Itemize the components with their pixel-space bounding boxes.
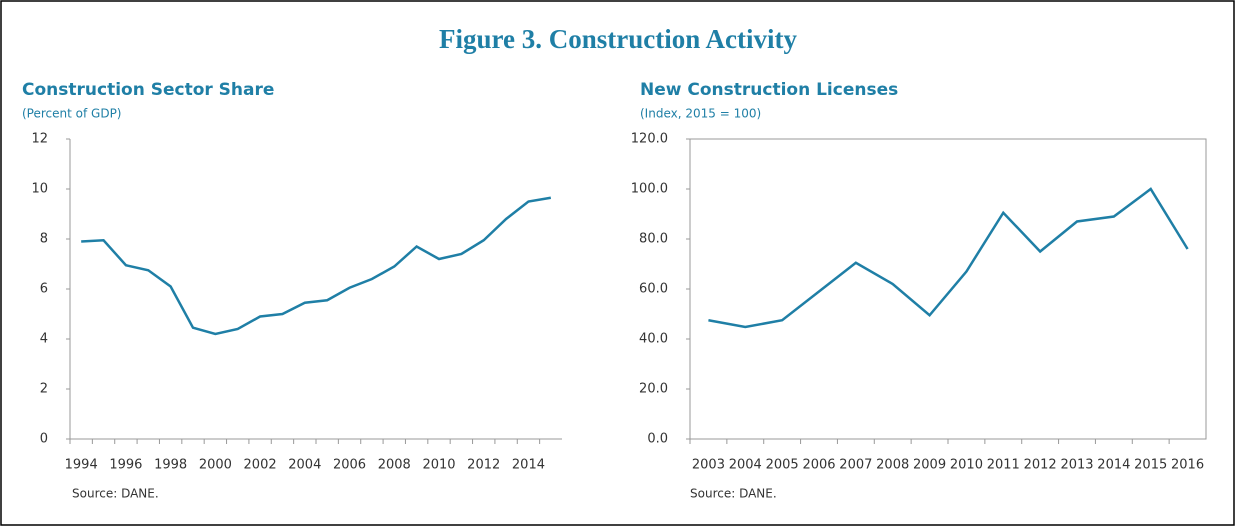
x-tick-label: 1998 — [154, 458, 187, 473]
y-tick-label: 8 — [40, 232, 48, 247]
chart-title: New Construction Licenses — [640, 80, 898, 100]
x-tick-label: 2009 — [913, 458, 946, 473]
y-tick-label: 120.0 — [631, 132, 668, 147]
y-tick-label: 100.0 — [631, 182, 668, 197]
x-tick-label: 1996 — [109, 458, 142, 473]
y-tick-label: 0 — [40, 432, 48, 447]
x-tick-label: 2004 — [288, 458, 321, 473]
x-tick-label: 2006 — [333, 458, 366, 473]
y-tick-label: 2 — [40, 382, 48, 397]
x-tick-label: 2012 — [1024, 458, 1057, 473]
x-tick-label: 2000 — [199, 458, 232, 473]
chart-subtitle: (Percent of GDP) — [22, 107, 122, 121]
x-tick-label: 2016 — [1171, 458, 1204, 473]
x-tick-label: 2007 — [839, 458, 872, 473]
y-tick-label: 80.0 — [639, 232, 668, 247]
y-tick-label: 20.0 — [639, 382, 668, 397]
y-tick-label: 10 — [31, 182, 48, 197]
figure-title: Figure 3. Construction Activity — [439, 24, 797, 54]
x-tick-label: 2006 — [802, 458, 835, 473]
x-tick-label: 2014 — [1097, 458, 1130, 473]
y-tick-label: 0.0 — [647, 432, 668, 447]
x-tick-label: 2005 — [766, 458, 799, 473]
x-tick-label: 1994 — [65, 458, 98, 473]
x-tick-label: 2004 — [729, 458, 762, 473]
x-tick-label: 2011 — [987, 458, 1020, 473]
x-tick-label: 2010 — [422, 458, 455, 473]
series-line — [708, 187, 1189, 329]
series-line — [81, 196, 552, 336]
x-tick-label: 2003 — [692, 458, 725, 473]
x-tick-label: 2008 — [876, 458, 909, 473]
x-tick-label: 2002 — [244, 458, 277, 473]
x-tick-label: 2008 — [378, 458, 411, 473]
x-tick-label: 2010 — [950, 458, 983, 473]
x-tick-label: 2014 — [512, 458, 545, 473]
y-tick-label: 40.0 — [639, 332, 668, 347]
source-note: Source: DANE. — [690, 487, 777, 501]
chart-title: Construction Sector Share — [22, 80, 274, 100]
y-tick-label: 60.0 — [639, 282, 668, 297]
x-tick-label: 2015 — [1134, 458, 1167, 473]
x-tick-label: 2013 — [1060, 458, 1093, 473]
y-tick-label: 6 — [40, 282, 48, 297]
source-note: Source: DANE. — [72, 487, 159, 501]
y-tick-label: 12 — [31, 132, 48, 147]
y-tick-label: 4 — [40, 332, 48, 347]
chart-subtitle: (Index, 2015 = 100) — [640, 107, 761, 121]
plot-frame — [689, 138, 1207, 440]
x-tick-label: 2012 — [467, 458, 500, 473]
